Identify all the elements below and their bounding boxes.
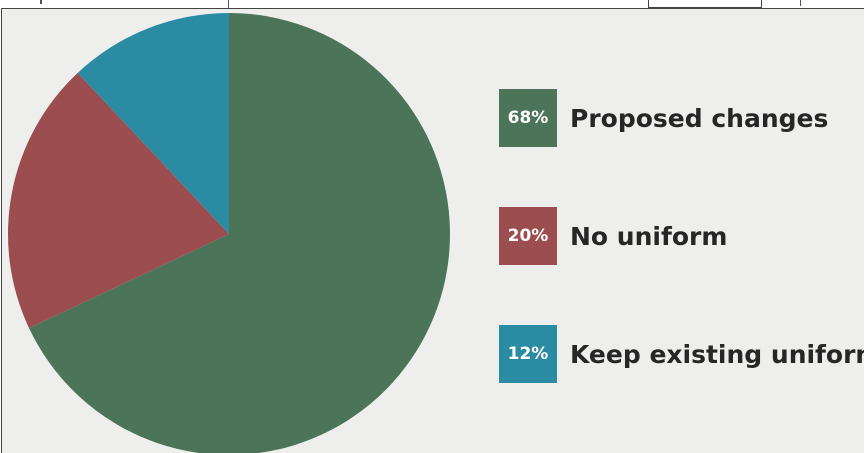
- legend-item-no-uniform: 20% No uniform: [499, 207, 727, 265]
- pie-chart: [7, 13, 450, 453]
- top-border-mark: [228, 0, 229, 8]
- legend-swatch: 20%: [499, 207, 557, 265]
- top-border-tab: [648, 0, 762, 8]
- legend-label: No uniform: [570, 221, 728, 251]
- legend-label: Proposed changes: [570, 103, 829, 133]
- pie-slice-proposed-changes: [29, 13, 450, 453]
- pie-slice-keep-existing-uniform: [77, 13, 229, 234]
- legend-item-keep-existing-uniform: 12% Keep existing uniform: [499, 325, 864, 383]
- legend-value: 20%: [507, 226, 549, 246]
- top-border-mark: [800, 0, 801, 6]
- legend-swatch: 68%: [499, 89, 557, 147]
- legend-swatch: 12%: [499, 325, 557, 383]
- top-border-mark: [40, 0, 42, 4]
- chart-panel: 68% Proposed changes 20% No uniform 12% …: [1, 8, 864, 453]
- legend-item-proposed-changes: 68% Proposed changes: [499, 89, 828, 147]
- legend-value: 12%: [507, 344, 549, 364]
- legend-label: Keep existing uniform: [570, 339, 864, 369]
- legend-value: 68%: [507, 108, 549, 128]
- pie-slice-no-uniform: [7, 72, 230, 329]
